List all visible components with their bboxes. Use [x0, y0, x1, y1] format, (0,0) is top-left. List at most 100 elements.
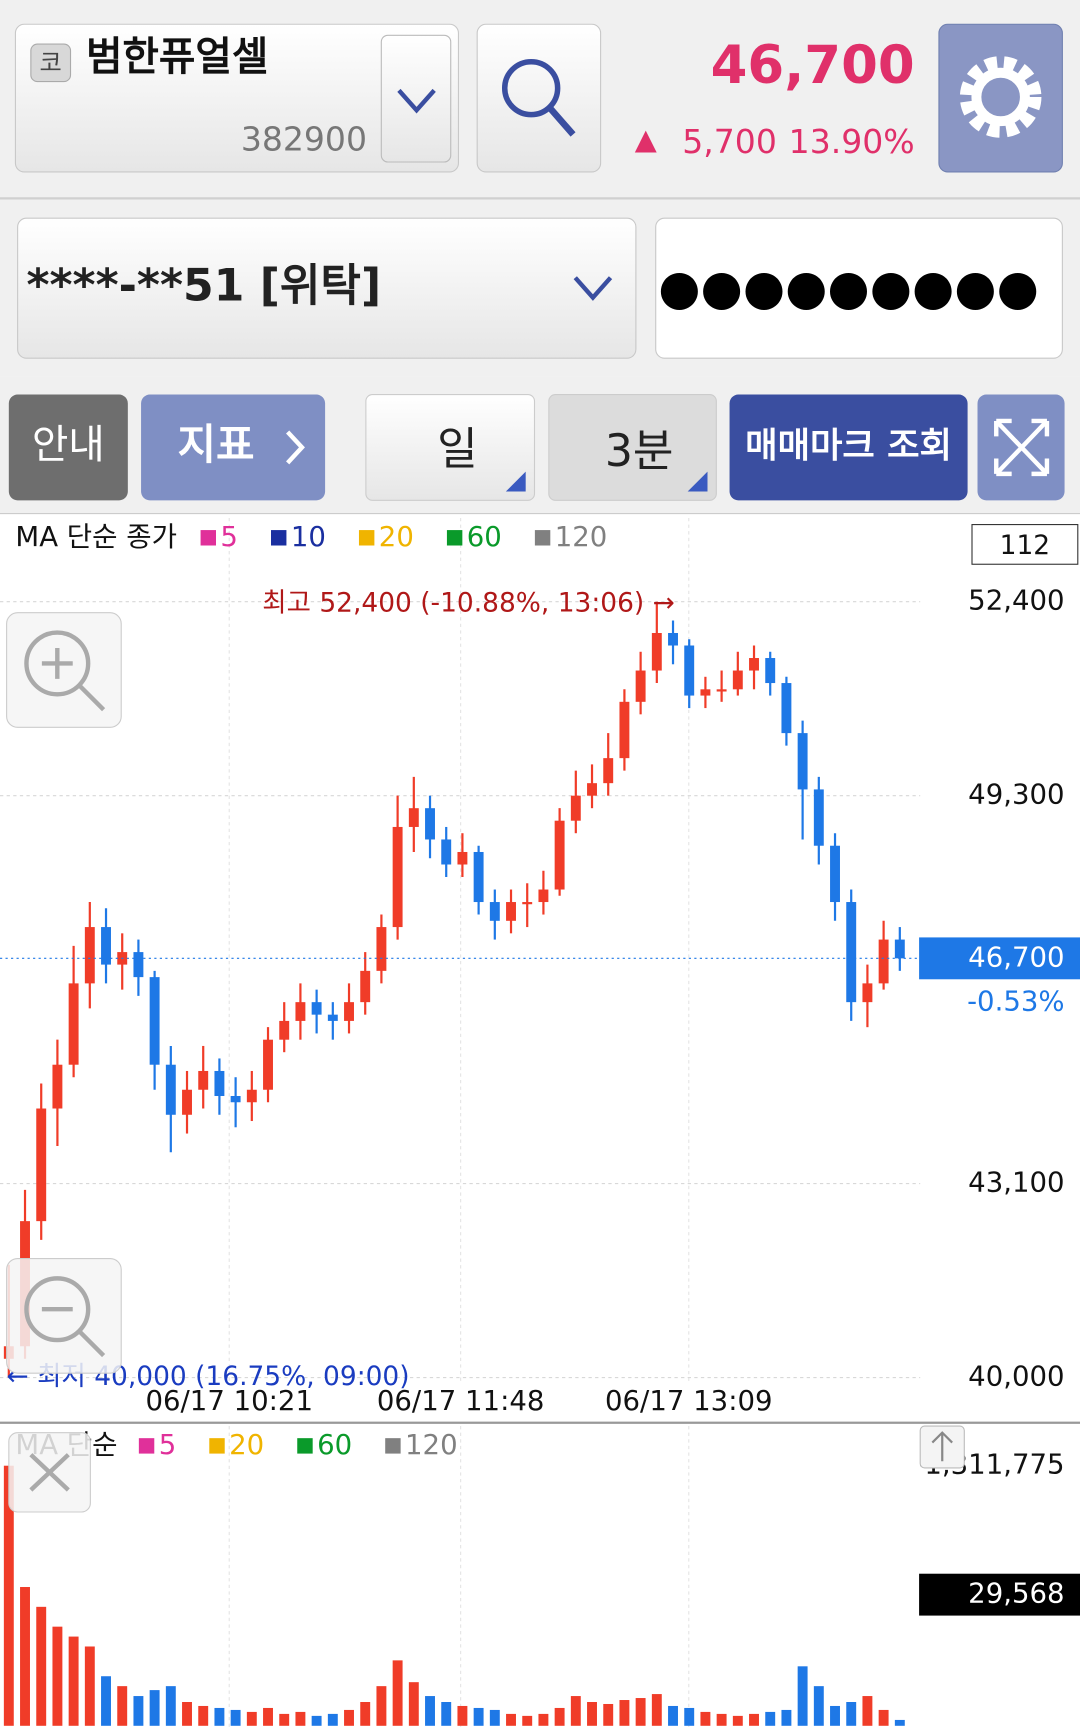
search-icon — [501, 58, 561, 118]
candle-body — [894, 939, 905, 959]
period-button[interactable] — [365, 393, 536, 501]
volume-bar — [327, 1713, 338, 1726]
legend-label: 60 — [317, 1429, 352, 1461]
volume-bar — [182, 1702, 192, 1726]
candle-body — [830, 845, 840, 903]
candle-body — [425, 808, 435, 840]
candle-body — [635, 670, 646, 702]
candle-body — [360, 970, 371, 1003]
candle-body — [68, 983, 79, 1065]
legend-label: 5 — [159, 1429, 177, 1461]
volume-bar — [101, 1676, 111, 1726]
candle-body — [408, 808, 419, 827]
candle-body — [214, 1070, 225, 1096]
fullscreen-icon — [994, 418, 1050, 477]
candle-body — [198, 1070, 209, 1090]
current-price-label: 46,700 — [968, 941, 1064, 973]
current-change-label: -0.53% — [967, 985, 1064, 1017]
candle-body — [668, 632, 678, 646]
search-icon-handle — [547, 105, 576, 137]
price-change-pct: 13.90% — [789, 122, 915, 161]
candle-body — [716, 689, 727, 692]
count-box — [971, 524, 1079, 565]
volume-bar — [570, 1696, 581, 1726]
volume-bar — [538, 1713, 549, 1726]
settings-button[interactable] — [938, 23, 1063, 173]
candle-body — [473, 851, 484, 903]
volume-bar — [862, 1696, 873, 1726]
candle-body — [603, 758, 614, 784]
legend-swatch — [358, 530, 375, 546]
x-tick-label: 06/17 11:48 — [377, 1385, 545, 1417]
candle-body — [246, 1089, 257, 1103]
market-badge-bg — [30, 43, 72, 83]
candle-body — [36, 1108, 47, 1222]
candle-body — [52, 1064, 63, 1109]
stock-box[interactable] — [14, 23, 459, 173]
volume-bar — [441, 1702, 452, 1726]
candle-body — [506, 902, 516, 921]
volume-bar — [376, 1686, 387, 1726]
market-badge: 코 — [40, 48, 62, 77]
zoom-out-button[interactable] — [6, 1257, 122, 1374]
candle-body — [392, 826, 403, 928]
legend-swatch — [200, 530, 216, 546]
zoom-in-button[interactable] — [6, 612, 122, 728]
indicator-button[interactable] — [141, 394, 326, 501]
volume-bar — [894, 1719, 905, 1726]
chevron-icon — [286, 430, 305, 465]
zoom-icon — [41, 647, 106, 712]
volume-bar — [765, 1711, 776, 1726]
legend-label: 60 — [467, 521, 502, 553]
guide-button[interactable] — [8, 394, 128, 501]
candle-body — [344, 1002, 354, 1021]
candle-body — [732, 670, 743, 690]
volume-bar — [392, 1660, 403, 1726]
candle-body — [133, 952, 144, 978]
volume-bar — [457, 1705, 468, 1726]
interval-label: 3분 — [605, 426, 674, 477]
volume-bar — [279, 1713, 290, 1726]
search-button[interactable] — [476, 23, 602, 173]
volume-bar — [554, 1707, 565, 1726]
chart-layer: 06/17 10:21 06/17 11:48 06/17 13:09 52,400 4… — [0, 517, 1080, 1728]
zoom-icon — [41, 1307, 106, 1358]
candle-body — [149, 977, 160, 1065]
current-volume-tag — [919, 1573, 1080, 1616]
volume-bar — [149, 1690, 160, 1726]
candle-body — [862, 983, 873, 1003]
volume-bar — [117, 1686, 128, 1726]
price-change: 5,700 — [682, 122, 777, 161]
volume-bar — [489, 1709, 500, 1726]
zoom-icon — [24, 1276, 91, 1343]
candle-body — [263, 1039, 273, 1090]
volume-bar — [749, 1713, 759, 1726]
volume-bar — [230, 1709, 241, 1726]
volume-bar — [506, 1713, 516, 1726]
candle-body — [327, 1014, 338, 1021]
candle-body — [700, 689, 711, 696]
y-tick-label: 52,400 — [968, 585, 1064, 617]
y-tick-label: 40,000 — [968, 1361, 1064, 1393]
account-box[interactable] — [17, 217, 637, 359]
volume-bar — [781, 1709, 792, 1726]
indicator-label: 지표 — [177, 420, 254, 469]
y-tick-label: 43,100 — [968, 1167, 1064, 1199]
volume-bar — [732, 1715, 743, 1726]
candle-body — [489, 902, 500, 921]
candle-body — [522, 902, 533, 905]
legend-label: 5 — [220, 521, 238, 553]
password-box[interactable] — [655, 217, 1063, 359]
x-tick-label: 06/17 13:09 — [605, 1385, 773, 1417]
volume-bar — [684, 1707, 695, 1726]
dropdown-button[interactable] — [380, 34, 452, 163]
candle-body — [182, 1089, 192, 1115]
stock-name: 범한퓨얼셀 — [86, 34, 268, 80]
arrow-icon — [931, 1431, 953, 1462]
candle-body — [651, 632, 662, 671]
trade-marks-button[interactable] — [729, 394, 968, 501]
legend-swatch — [138, 1438, 155, 1454]
interval-button[interactable] — [548, 393, 717, 501]
volume-bar — [619, 1700, 630, 1726]
